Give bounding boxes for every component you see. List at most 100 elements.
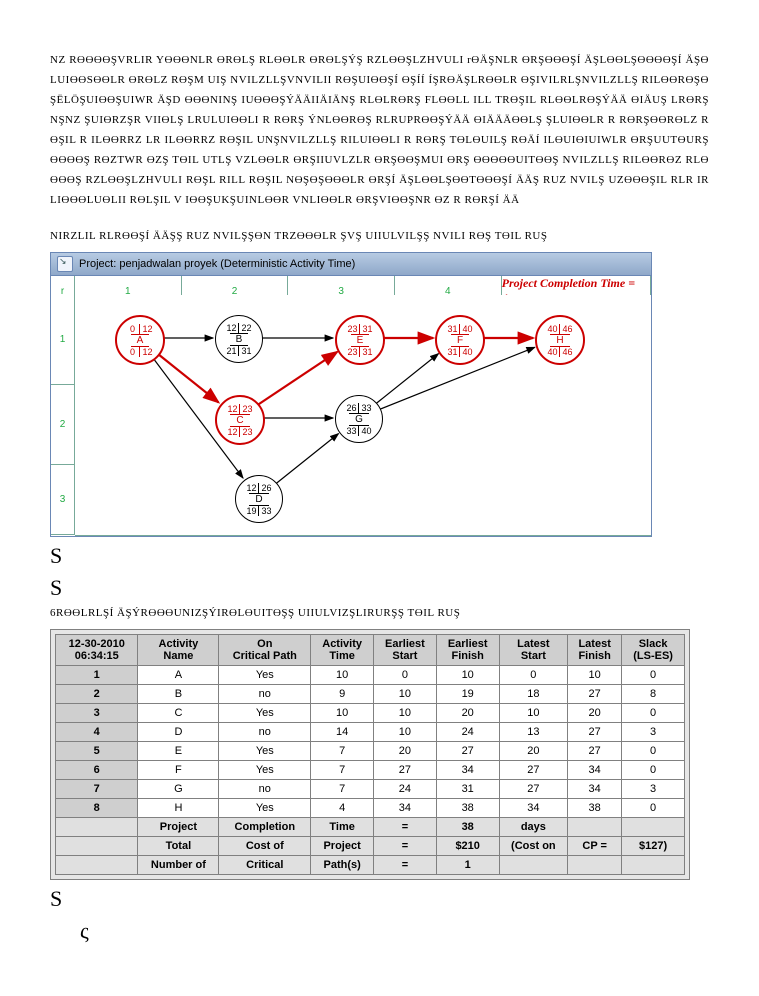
col-header: ActivityTime bbox=[311, 635, 374, 666]
summary-cell: 38 bbox=[436, 818, 499, 837]
summary-cell bbox=[499, 856, 568, 875]
table-cell: 10 bbox=[374, 704, 437, 723]
summary-cell: Project bbox=[311, 837, 374, 856]
col-header: EarliestFinish bbox=[436, 635, 499, 666]
table-cell: 10 bbox=[374, 723, 437, 742]
table-cell: 20 bbox=[499, 742, 568, 761]
summary-cell: Time bbox=[311, 818, 374, 837]
pert-node-b[interactable]: 1222B2131 bbox=[215, 315, 263, 363]
letter-s-4: ς bbox=[80, 918, 709, 944]
table-cell: H bbox=[138, 799, 219, 818]
window-title: Project: penjadwalan proyek (Determinist… bbox=[79, 258, 355, 270]
summary-cell bbox=[568, 818, 622, 837]
table-cell: 3 bbox=[622, 780, 685, 799]
summary-blank bbox=[56, 818, 138, 837]
table-cell: Yes bbox=[219, 666, 311, 685]
summary-cell: Completion bbox=[219, 818, 311, 837]
summary-row: Number ofCriticalPath(s)=1 bbox=[56, 856, 685, 875]
table-row: 2Bno9101918278 bbox=[56, 685, 685, 704]
table-cell: 19 bbox=[436, 685, 499, 704]
table-row: 6FYes7273427340 bbox=[56, 761, 685, 780]
table-cell: 34 bbox=[374, 799, 437, 818]
row-number: 6 bbox=[56, 761, 138, 780]
table-cell: 10 bbox=[436, 666, 499, 685]
row-number: 8 bbox=[56, 799, 138, 818]
edge-C-E bbox=[257, 352, 337, 405]
row-headers: 1 2 3 bbox=[51, 295, 75, 536]
pert-node-e[interactable]: 2331E2331 bbox=[335, 315, 385, 365]
summary-cell: Cost of bbox=[219, 837, 311, 856]
table-cell: 10 bbox=[499, 704, 568, 723]
summary-cell: CP = bbox=[568, 837, 622, 856]
summary-cell: Total bbox=[138, 837, 219, 856]
table-cell: 9 bbox=[311, 685, 374, 704]
table-cell: 3 bbox=[622, 723, 685, 742]
letter-s-2: S bbox=[50, 575, 709, 601]
table-cell: 20 bbox=[568, 704, 622, 723]
summary-cell: = bbox=[374, 837, 437, 856]
summary-cell: $127) bbox=[622, 837, 685, 856]
letter-s-3: S bbox=[50, 886, 709, 912]
table-cell: 4 bbox=[311, 799, 374, 818]
window-titlebar[interactable]: Project: penjadwalan proyek (Determinist… bbox=[51, 253, 651, 276]
column-headers: r 1 2 3 4 Project Completion Time = 4 bbox=[51, 276, 651, 295]
col-header: LatestStart bbox=[499, 635, 568, 666]
col-header: ActivityName bbox=[138, 635, 219, 666]
summary-cell bbox=[622, 818, 685, 837]
table-cell: 14 bbox=[311, 723, 374, 742]
pert-canvas: 012A012 1222B2131 2331E2331 3140F3140 4046H4… bbox=[75, 295, 651, 536]
table-cell: 0 bbox=[622, 666, 685, 685]
table-cell: 34 bbox=[568, 780, 622, 799]
table-cell: E bbox=[138, 742, 219, 761]
table-cell: 34 bbox=[568, 761, 622, 780]
table-cell: 27 bbox=[499, 780, 568, 799]
table-cell: 10 bbox=[374, 685, 437, 704]
summary-row: ProjectCompletionTime=38days bbox=[56, 818, 685, 837]
table-cell: 7 bbox=[311, 761, 374, 780]
row-number: 3 bbox=[56, 704, 138, 723]
page: NZ RƟƟƟƟŞVRLIR YƟƟƟNLR ƟRƟLŞ RLƟƟLR ƟRƟL… bbox=[0, 0, 759, 996]
table-cell: no bbox=[219, 685, 311, 704]
table-cell: 8 bbox=[622, 685, 685, 704]
row-number: 1 bbox=[56, 666, 138, 685]
table-cell: 34 bbox=[499, 799, 568, 818]
pert-node-g[interactable]: 2633G3340 bbox=[335, 395, 383, 443]
table-cell: 0 bbox=[622, 742, 685, 761]
table-cell: 24 bbox=[436, 723, 499, 742]
table-row: 5EYes7202720270 bbox=[56, 742, 685, 761]
table-cell: 0 bbox=[499, 666, 568, 685]
table-cell: 0 bbox=[622, 761, 685, 780]
table-cell: 0 bbox=[622, 799, 685, 818]
table-cell: A bbox=[138, 666, 219, 685]
table-cell: 27 bbox=[499, 761, 568, 780]
pert-node-c[interactable]: 1223C1223 bbox=[215, 395, 265, 445]
table-cell: 20 bbox=[436, 704, 499, 723]
table-row: 3CYes10102010200 bbox=[56, 704, 685, 723]
summary-blank bbox=[56, 837, 138, 856]
letter-s-1: S bbox=[50, 543, 709, 569]
figure1-caption: NIRZLIL RLRƟƟŞÍ ÄÄŞŞ RUZ NVILŞŞƟN TRZƟƟƟ… bbox=[50, 230, 709, 242]
pert-node-d[interactable]: 1226D1933 bbox=[235, 475, 283, 523]
table-cell: 38 bbox=[568, 799, 622, 818]
table-cell: 27 bbox=[374, 761, 437, 780]
table-cell: 31 bbox=[436, 780, 499, 799]
table-cell: 7 bbox=[311, 780, 374, 799]
edge-G-F bbox=[376, 354, 439, 404]
table-cell: 7 bbox=[311, 742, 374, 761]
table-cell: B bbox=[138, 685, 219, 704]
table-header-row: 12-30-201006:34:15ActivityNameOnCritical… bbox=[56, 635, 685, 666]
row-number: 2 bbox=[56, 685, 138, 704]
table-cell: 27 bbox=[568, 742, 622, 761]
pert-node-a[interactable]: 012A012 bbox=[115, 315, 165, 365]
table-cell: 27 bbox=[436, 742, 499, 761]
pert-node-f[interactable]: 3140F3140 bbox=[435, 315, 485, 365]
col-header: EarliestStart bbox=[374, 635, 437, 666]
row-header-1: 1 bbox=[51, 295, 75, 385]
pert-window: Project: penjadwalan proyek (Determinist… bbox=[50, 252, 652, 537]
schedule-table-wrapper: 12-30-201006:34:15ActivityNameOnCritical… bbox=[50, 629, 690, 880]
table-cell: C bbox=[138, 704, 219, 723]
pert-node-h[interactable]: 4046H4046 bbox=[535, 315, 585, 365]
schedule-table: 12-30-201006:34:15ActivityNameOnCritical… bbox=[55, 634, 685, 875]
summary-row: TotalCost ofProject=$210(Cost onCP =$127… bbox=[56, 837, 685, 856]
summary-blank bbox=[56, 856, 138, 875]
